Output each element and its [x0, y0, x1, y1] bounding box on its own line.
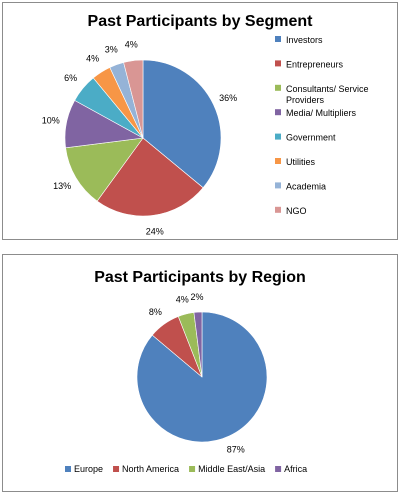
legend-swatch-media-multipliers [275, 109, 281, 116]
legend-swatch-ngo [275, 206, 281, 213]
pie-slice-consultants-service-providers [65, 137, 144, 202]
legend-label-ngo: NGO [286, 206, 307, 216]
data-label-investors: 36% [219, 93, 237, 103]
pie-slice-entrepreneurs [96, 137, 204, 217]
data-label-africa: 2% [190, 292, 203, 302]
segment-chart-title: Past Participants by Segment [88, 13, 314, 30]
data-label-academia: 3% [105, 45, 118, 55]
legend-label-academia: Academia [286, 181, 326, 191]
data-label-middle-east-asia: 4% [176, 295, 189, 305]
region-chart-panel: Past Participants by Region 87% 8% 4% 2% Eur… [2, 254, 398, 492]
segment-pie-chart: Past Participants by Segment 36% 24% 13% 10… [42, 13, 369, 236]
legend-swatch-government [275, 133, 281, 140]
region-pie-chart: Past Participants by Region 87% 8% 4% 2% Eur… [65, 269, 307, 474]
legend-swatch-entrepreneurs [275, 60, 281, 67]
region-chart-title: Past Participants by Region [94, 269, 306, 286]
legend-swatch-north-america [113, 466, 120, 472]
legend-label-media-multipliers: Media/ Multipliers [286, 108, 357, 118]
legend-label-entrepreneurs: Entrepreneurs [286, 59, 344, 69]
legend-label-consultants-service-providers: Consultants/ Service [286, 84, 369, 94]
legend-label-middle-east-asia: Middle East/Asia [198, 464, 265, 474]
legend-swatch-consultants-service-providers [275, 84, 281, 91]
legend-label-africa: Africa [284, 464, 307, 474]
data-label-consultants-service-providers: 13% [53, 181, 71, 191]
legend-label-investors: Investors [286, 35, 323, 45]
data-label-entrepreneurs: 24% [146, 226, 164, 236]
pie-slice-ngo [123, 59, 144, 139]
legend-swatch-utilities [275, 158, 281, 164]
pie-slice-africa [193, 311, 203, 378]
legend-label-government: Government [286, 133, 336, 143]
legend-label-europe: Europe [74, 464, 103, 474]
legend-label-north-america: North America [122, 464, 179, 474]
data-label-utilities: 4% [86, 54, 99, 64]
segment-chart-panel: Past Participants by Segment 36% 24% 13% 10… [2, 2, 398, 240]
data-label-media-multipliers: 10% [42, 115, 60, 125]
legend-label-utilities: Utilities [286, 157, 316, 167]
data-label-europe: 87% [227, 445, 245, 455]
legend-swatch-academia [275, 182, 281, 189]
pie-slice-investors [142, 59, 222, 189]
legend-swatch-investors [275, 36, 281, 42]
data-label-north-america: 8% [149, 307, 162, 317]
legend-label-consultants-service-providers: Providers [286, 95, 325, 105]
legend-swatch-europe [65, 466, 71, 472]
data-label-government: 6% [64, 73, 77, 83]
legend-swatch-middle-east-asia [189, 466, 196, 472]
data-label-ngo: 4% [125, 40, 138, 50]
legend-swatch-africa [275, 466, 282, 472]
